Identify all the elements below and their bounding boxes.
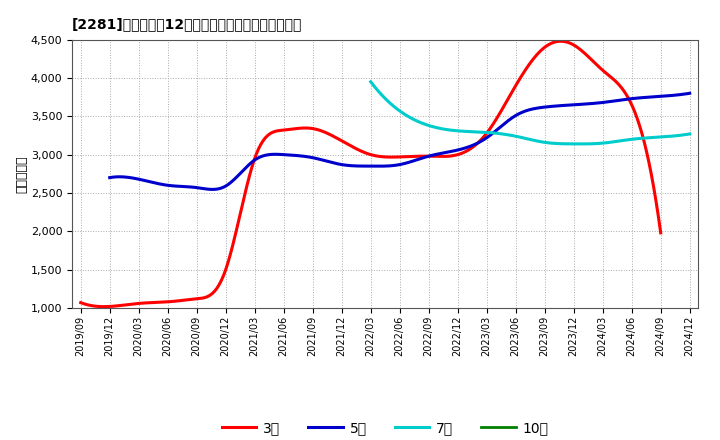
7年 [520,136,528,141]
3年 [392,154,400,160]
7年 [577,141,585,147]
5年 [385,163,394,169]
5年 [685,91,694,96]
Y-axis label: （百万円）: （百万円） [15,155,28,193]
7年 [557,141,565,147]
7年 [518,135,526,140]
3年 [557,39,565,44]
Legend: 3年, 5年, 7年, 10年: 3年, 5年, 7年, 10年 [216,415,554,440]
5年 [451,148,460,153]
Line: 5年: 5年 [109,93,690,189]
7年 [685,131,694,136]
3年 [76,300,85,305]
5年 [382,163,391,169]
3年 [353,147,361,152]
5年 [582,101,590,106]
Line: 7年: 7年 [371,82,690,144]
3年 [99,304,108,309]
5年 [207,187,216,192]
5年 [672,92,681,98]
7年 [539,139,548,145]
7年 [366,79,375,84]
Text: [2281]　経常利益12か月移動合計の標準偏差の推移: [2281] 経常利益12か月移動合計の標準偏差の推移 [72,18,302,32]
7年 [629,136,637,142]
3年 [657,230,665,235]
3年 [644,161,653,166]
3年 [356,148,365,154]
3年 [423,154,431,159]
3年 [553,39,562,44]
5年 [105,175,114,180]
Line: 3年: 3年 [81,41,661,307]
5年 [420,155,429,160]
7年 [678,132,687,138]
